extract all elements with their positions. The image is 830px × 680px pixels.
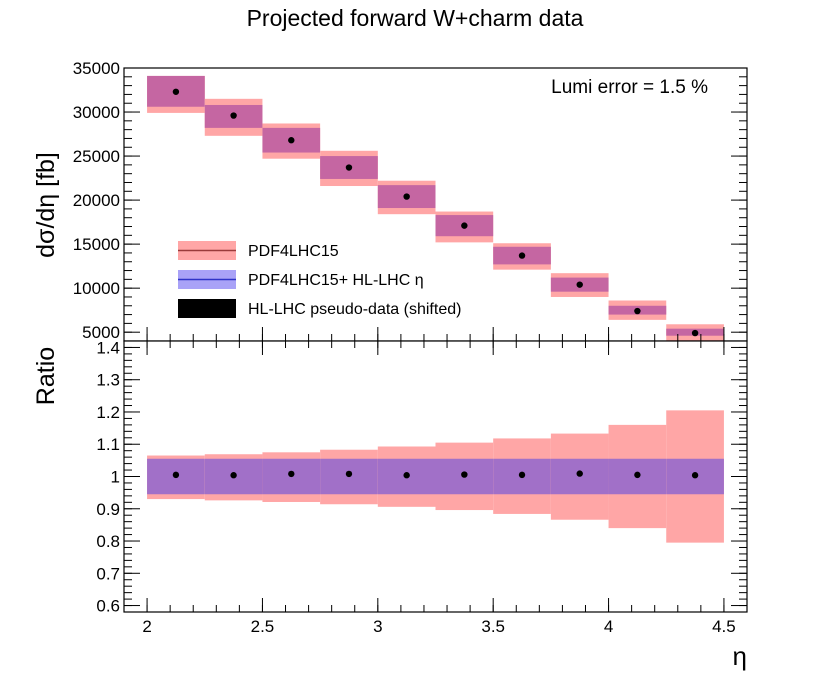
top-x-axis-ticks: [123, 327, 748, 341]
ratio-data-point-2: [230, 472, 237, 479]
ratio-data-point-7: [518, 471, 526, 479]
legend-label-hl-lhc: PDF4LHC15+ HL-LHC η: [248, 272, 424, 289]
ratio-y-tick-label-3: 0.8: [96, 532, 120, 551]
legend-label-pdf4lhc15: PDF4LHC15: [248, 243, 339, 260]
ratio-y-axis: 0.6 0.7 0.8 0.9 1 1.1 1.2 1.3 1.4: [96, 338, 747, 616]
ratio-data-point-10: [691, 472, 699, 479]
x-tick-label-6: 4.5: [712, 617, 736, 636]
x-axis-label: η: [733, 641, 747, 671]
top-data-point-4: [345, 164, 353, 171]
ratio-data-point-5: [403, 472, 410, 479]
top-y-tick-label-5: 25000: [73, 147, 120, 166]
ratio-points: [172, 470, 699, 479]
ratio-panel: 0.6 0.7 0.8 0.9 1 1.1 1.2 1.3 1.4 2 2.5 3 3.5 4 4.5 R…: [32, 338, 748, 671]
top-y-tick-label-3: 15000: [73, 235, 120, 254]
top-points: [172, 88, 699, 337]
top-y-tick-label-6: 30000: [73, 103, 120, 122]
x-axis: 2 2.5 3 3.5 4 4.5: [123, 341, 748, 636]
top-data-point-6: [461, 222, 468, 229]
ratio-y-tick-label-4: 0.9: [96, 500, 120, 519]
top-y-tick-label-2: 10000: [73, 279, 120, 298]
x-tick-label-3: 3: [373, 617, 382, 636]
legend-item-pseudo-data: HL-LHC pseudo-data (shifted): [178, 299, 461, 318]
top-data-point-1: [172, 88, 180, 95]
top-data-point-9: [634, 307, 641, 315]
top-y-axis: 5000 10000 15000 20000 25000 30000 35000: [73, 59, 747, 342]
x-tick-label-4: 3.5: [481, 617, 505, 636]
ratio-y-tick-label-8: 1.3: [96, 371, 120, 390]
top-data-point-2: [230, 112, 237, 119]
ratio-y-tick-label-6: 1.1: [96, 435, 120, 454]
top-data-point-7: [518, 252, 526, 259]
chart-title: Projected forward W+charm data: [247, 5, 584, 31]
legend: PDF4LHC15 PDF4LHC15+ HL-LHC η HL-LHC pse…: [178, 241, 461, 318]
ratio-y-axis-label: Ratio: [32, 347, 60, 405]
ratio-data-point-6: [461, 471, 468, 478]
top-y-tick-label-1: 5000: [82, 323, 120, 342]
top-panel: 5000 10000 15000 20000 25000 30000 35000 dσ/dη…: [32, 59, 748, 342]
ratio-y-tick-label-9: 1.4: [96, 338, 120, 357]
ratio-y-tick-label-5: 1: [111, 468, 120, 487]
ratio-y-tick-label-1: 0.6: [96, 597, 120, 616]
legend-swatch-pseudo-data: [178, 299, 236, 318]
top-y-axis-label: dσ/dη [fb]: [32, 152, 60, 258]
lumi-annotation: Lumi error = 1.5 %: [551, 77, 708, 98]
top-data-point-3: [288, 137, 295, 144]
top-data-point-10: [691, 329, 699, 337]
top-data-point-5: [403, 193, 410, 200]
top-y-tick-label-4: 20000: [73, 191, 120, 210]
ratio-data-point-8: [576, 470, 583, 477]
x-tick-label-5: 4: [604, 617, 613, 636]
ratio-y-tick-label-2: 0.7: [96, 564, 120, 583]
top-y-tick-label-7: 35000: [73, 59, 120, 78]
ratio-data-point-9: [634, 471, 641, 479]
legend-item-hl-lhc: PDF4LHC15+ HL-LHC η: [178, 270, 424, 289]
top-data-point-8: [576, 281, 583, 288]
ratio-y-tick-label-7: 1.2: [96, 403, 120, 422]
ratio-data-point-1: [172, 471, 180, 479]
x-tick-label-2: 2.5: [251, 617, 275, 636]
legend-item-pdf4lhc15: PDF4LHC15: [178, 241, 339, 260]
legend-label-pseudo-data: HL-LHC pseudo-data (shifted): [248, 301, 461, 318]
x-tick-label-1: 2: [142, 617, 151, 636]
ratio-data-point-3: [288, 470, 295, 478]
ratio-data-point-4: [345, 470, 353, 478]
